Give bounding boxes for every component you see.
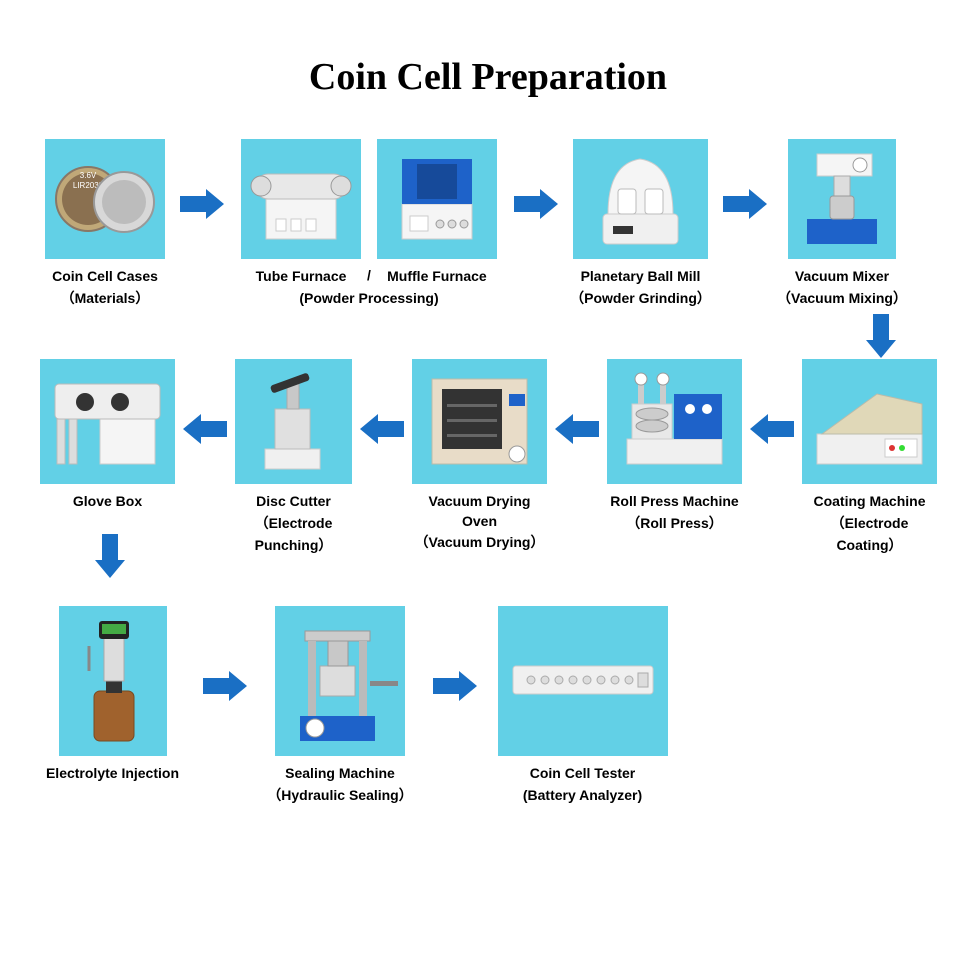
row-2: Glove Box Disc Cutter （Electrode Punchin… [40, 359, 936, 556]
label-glove-box: Glove Box [73, 492, 142, 512]
arrow-left-1 [183, 414, 227, 444]
label-tube-furnace: Tube Furnace [256, 267, 347, 287]
label-sealing-machine: Sealing Machine [285, 764, 395, 784]
label-coin-cell-tester: Coin Cell Tester [530, 764, 636, 784]
arrow-right-2 [514, 189, 558, 219]
img-glove-box [40, 359, 175, 484]
arrow-down-2 [95, 534, 125, 583]
label-electrolyte-injection: Electrolyte Injection [46, 764, 179, 784]
diagram-container: 3.6V LIR2032 Coin Cell Cases （Materials） [0, 139, 976, 806]
arrow-right-1 [180, 189, 224, 219]
label-coating-machine: Coating Machine [813, 492, 925, 512]
sublabel-ball-mill: （Powder Grinding） [570, 287, 711, 309]
furnace-separator: / [367, 267, 371, 283]
sublabel-coin-cell-cases: （Materials） [61, 287, 150, 309]
svg-text:3.6V: 3.6V [80, 171, 97, 180]
img-electrolyte-injection [59, 606, 167, 756]
step-coin-cell-tester: Coin Cell Tester (Battery Analyzer) [495, 606, 670, 806]
sublabel-vacuum-mixer: （Vacuum Mixing） [777, 287, 907, 309]
img-coating-machine [802, 359, 937, 484]
arrow-right-3 [723, 189, 767, 219]
sublabel-coating-machine: （Electrode Coating） [802, 512, 937, 557]
img-tube-furnace [241, 139, 361, 259]
step-electrolyte-injection: Electrolyte Injection [40, 606, 185, 784]
label-coin-cell-cases: Coin Cell Cases [52, 267, 158, 287]
label-vacuum-mixer: Vacuum Mixer [795, 267, 889, 287]
step-ball-mill: Planetary Ball Mill （Powder Grinding） [568, 139, 713, 309]
img-ball-mill [573, 139, 708, 259]
sublabel-coin-cell-tester: (Battery Analyzer) [523, 784, 642, 806]
arrow-left-3 [555, 414, 599, 444]
img-sealing-machine [275, 606, 405, 756]
arrow-left-4 [750, 414, 794, 444]
sublabel-drying-oven: （Vacuum Drying） [415, 531, 545, 553]
sublabel-disc-cutter: （Electrode Punching） [235, 512, 352, 557]
row-1: 3.6V LIR2032 Coin Cell Cases （Materials） [40, 139, 936, 309]
label-drying-oven: Vacuum Drying Oven [412, 492, 547, 531]
step-drying-oven: Vacuum Drying Oven （Vacuum Drying） [412, 359, 547, 554]
label-roll-press: Roll Press Machine [610, 492, 738, 512]
img-vacuum-mixer [788, 139, 896, 259]
step-sealing-machine: Sealing Machine （Hydraulic Sealing） [265, 606, 415, 806]
step-coating-machine: Coating Machine （Electrode Coating） [802, 359, 937, 556]
step-coin-cell-cases: 3.6V LIR2032 Coin Cell Cases （Materials） [40, 139, 170, 309]
step-furnaces: Tube Furnace / [234, 139, 504, 309]
step-roll-press: Roll Press Machine （Roll Press） [607, 359, 742, 534]
arrow-left-2 [360, 414, 404, 444]
step-disc-cutter: Disc Cutter （Electrode Punching） [235, 359, 352, 556]
sublabel-furnaces: (Powder Processing) [299, 287, 438, 309]
page-title: Coin Cell Preparation [0, 0, 976, 139]
img-drying-oven [412, 359, 547, 484]
img-coin-cell-cases: 3.6V LIR2032 [45, 139, 165, 259]
step-glove-box: Glove Box [40, 359, 175, 512]
label-disc-cutter: Disc Cutter [256, 492, 331, 512]
sublabel-roll-press: （Roll Press） [626, 512, 722, 534]
sublabel-sealing-machine: （Hydraulic Sealing） [267, 784, 412, 806]
img-muffle-furnace [377, 139, 497, 259]
img-disc-cutter [235, 359, 352, 484]
label-muffle-furnace: Muffle Furnace [387, 267, 487, 287]
arrow-right-4 [203, 671, 247, 701]
img-roll-press [607, 359, 742, 484]
row-3: Electrolyte Injection Sealing Machine [40, 606, 936, 806]
img-coin-cell-tester [498, 606, 668, 756]
label-ball-mill: Planetary Ball Mill [581, 267, 701, 287]
step-vacuum-mixer: Vacuum Mixer （Vacuum Mixing） [777, 139, 907, 309]
arrow-down-1 [866, 314, 896, 363]
arrow-right-5 [433, 671, 477, 701]
